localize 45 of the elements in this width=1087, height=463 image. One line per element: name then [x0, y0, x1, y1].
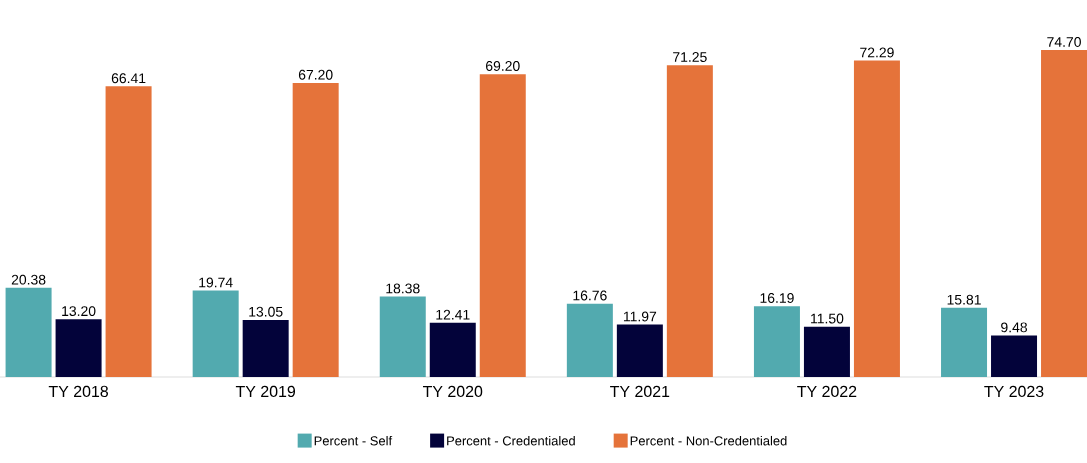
x-tick-label: TY 2022 — [797, 385, 857, 398]
data-label: 11.97 — [623, 311, 657, 322]
bar — [991, 335, 1038, 377]
bar — [941, 307, 988, 377]
bar — [616, 324, 663, 377]
bar — [55, 319, 102, 377]
data-label: 16.19 — [760, 293, 794, 303]
legend-label: Percent - Non-Credentialed — [630, 435, 787, 446]
bar — [566, 303, 613, 377]
bar — [105, 86, 152, 377]
legend-label: Percent - Credentialed — [447, 435, 575, 446]
data-label: 13.20 — [62, 306, 96, 317]
bar — [292, 82, 339, 377]
x-tick-label: TY 2023 — [984, 385, 1044, 398]
data-label: 71.25 — [673, 52, 707, 62]
data-label: 9.48 — [1001, 322, 1027, 333]
bar — [379, 296, 426, 377]
bar — [242, 319, 289, 377]
bar — [803, 326, 850, 377]
bar — [192, 290, 239, 377]
bar — [429, 322, 476, 377]
data-label: 13.05 — [249, 306, 283, 317]
x-tick-label: TY 2019 — [235, 385, 296, 398]
bar — [666, 65, 713, 377]
data-label: 12.41 — [436, 309, 470, 320]
data-label: 67.20 — [298, 69, 333, 80]
data-label: 18.38 — [386, 283, 420, 294]
data-label: 19.74 — [199, 277, 233, 288]
data-label: 69.20 — [486, 61, 520, 71]
data-label: 15.81 — [947, 294, 981, 305]
x-tick-label: TY 2021 — [610, 385, 670, 398]
data-label: 74.70 — [1047, 36, 1081, 47]
data-label: 66.41 — [111, 73, 146, 84]
bar — [479, 74, 526, 377]
data-label: 72.29 — [860, 47, 894, 58]
x-tick-label: TY 2018 — [48, 385, 108, 398]
data-label: 11.50 — [811, 313, 844, 324]
bar — [5, 287, 52, 377]
bar — [753, 306, 800, 377]
bar — [853, 60, 900, 377]
bar — [1041, 50, 1087, 377]
x-tick-label: TY 2020 — [422, 385, 483, 398]
data-label: 16.76 — [573, 290, 607, 301]
legend-label: Percent - Self — [314, 435, 393, 446]
data-label: 20.38 — [11, 274, 46, 285]
